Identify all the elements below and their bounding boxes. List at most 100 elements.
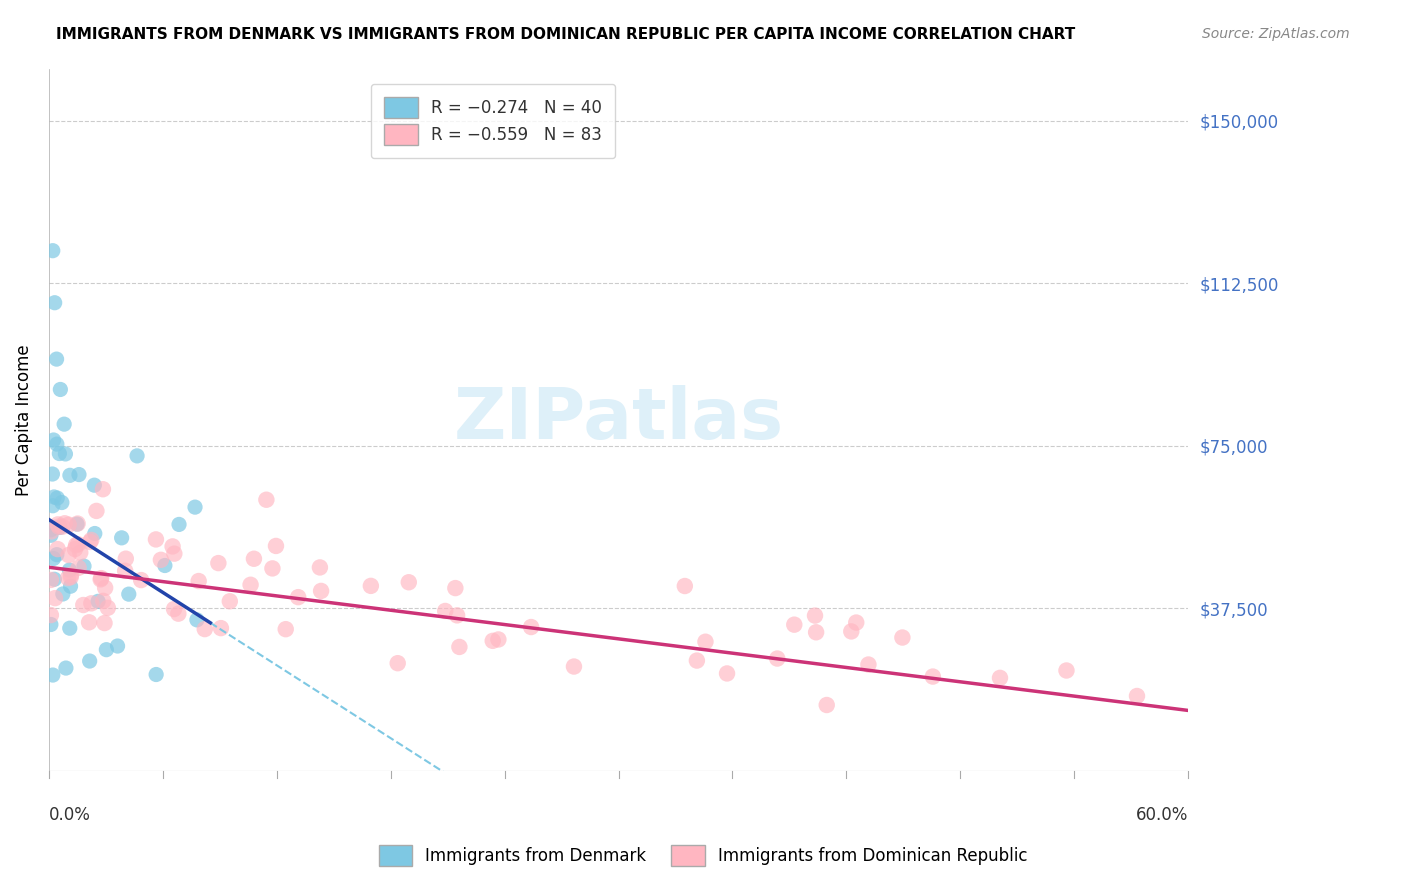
Point [309,560,332,574]
Point [66,517,89,532]
Point [921,669,943,683]
Point [398,575,420,590]
Point [1126,689,1149,703]
Point [79,535,101,549]
Point [67,537,90,551]
Point [360,579,382,593]
Point [149,553,172,567]
Point [59,570,82,584]
Point [48,446,70,460]
Point [45,352,67,367]
Point [988,671,1011,685]
Point [58,548,80,562]
Point [42,551,65,566]
Point [39,608,62,623]
Point [59,567,82,582]
Point [446,608,468,623]
Point [58,517,80,532]
Point [58,563,80,577]
Point [93,616,115,631]
Text: Source: ZipAtlas.com: Source: ZipAtlas.com [1202,27,1350,41]
Point [766,651,789,665]
Point [145,667,167,681]
Point [274,622,297,636]
Point [49,383,72,397]
Point [449,640,471,654]
Point [42,490,65,504]
Legend: R = −0.274   N = 40, R = −0.559   N = 83: R = −0.274 N = 40, R = −0.559 N = 83 [371,84,616,158]
Point [83,526,105,541]
Point [63,542,86,557]
Point [59,621,82,635]
Point [444,581,467,595]
Point [783,617,806,632]
Point [434,604,457,618]
Point [695,634,717,648]
Point [39,528,62,542]
Point [562,659,585,673]
Point [56,571,79,585]
Point [46,542,69,557]
Point [1056,664,1078,678]
Point [186,613,208,627]
Point [39,523,62,537]
Point [673,579,696,593]
Point [80,533,103,547]
Point [125,449,148,463]
Point [145,533,167,547]
Point [162,540,184,554]
Point [55,447,77,461]
Point [53,417,76,432]
Point [41,467,63,481]
Y-axis label: Per Capita Income: Per Capita Income [15,344,32,496]
Point [839,624,862,639]
Point [45,437,67,451]
Point [107,639,129,653]
Point [153,558,176,573]
Point [262,561,284,575]
Point [163,602,186,616]
Point [207,556,229,570]
Point [91,482,114,496]
Point [94,581,117,595]
Point [387,656,409,670]
Point [815,698,838,712]
Point [111,531,134,545]
Point [243,551,266,566]
Point [79,654,101,668]
Point [804,608,827,623]
Point [44,591,66,606]
Point [44,572,66,586]
Point [90,573,112,587]
Point [239,578,262,592]
Point [481,633,503,648]
Point [55,661,77,675]
Point [686,654,709,668]
Point [86,504,108,518]
Point [51,520,73,534]
Point [804,625,827,640]
Point [114,551,136,566]
Point [194,622,217,636]
Point [51,495,73,509]
Point [167,517,190,532]
Point [167,607,190,621]
Point [69,545,91,559]
Point [46,491,69,505]
Point [80,596,103,610]
Point [59,468,82,483]
Point [97,600,120,615]
Point [114,564,136,578]
Point [72,598,94,612]
Point [67,467,90,482]
Point [42,668,65,682]
Point [254,492,277,507]
Point [42,499,65,513]
Point [48,520,70,534]
Text: 0.0%: 0.0% [49,806,91,824]
Point [309,583,332,598]
Point [67,561,90,575]
Point [59,579,82,593]
Text: IMMIGRANTS FROM DENMARK VS IMMIGRANTS FROM DOMINICAN REPUBLIC PER CAPITA INCOME : IMMIGRANTS FROM DENMARK VS IMMIGRANTS FR… [56,27,1076,42]
Point [87,594,110,608]
